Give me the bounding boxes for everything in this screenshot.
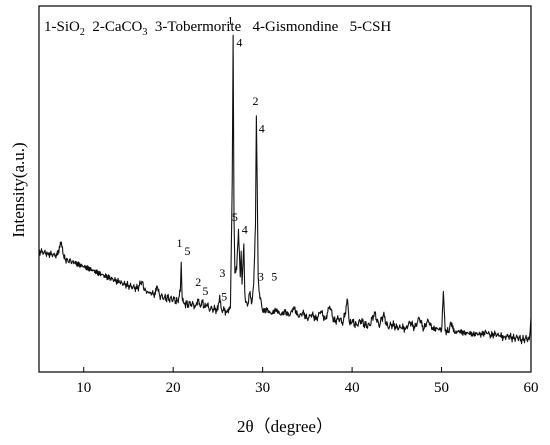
legend-text: 1-SiO2 2-CaCO3 3-Tobermorite 4-Gismondin…: [44, 19, 391, 38]
y-axis-title: Intensity(a.u.): [9, 142, 28, 237]
peak-label: 3: [219, 266, 225, 280]
series-group: [38, 34, 532, 345]
peak-label: 5: [232, 210, 238, 224]
peak-label: 1: [227, 13, 233, 27]
peak-label: 2: [252, 94, 258, 108]
peak-label: 5: [202, 284, 208, 298]
peak-label: 1: [176, 236, 182, 250]
peak-label: 2: [195, 275, 201, 289]
peak-label: 3: [258, 270, 264, 284]
series-line-0: [38, 34, 532, 345]
x-tick-label: 60: [524, 380, 539, 396]
peak-label: 4: [236, 35, 242, 49]
peak-label: 4: [259, 121, 265, 135]
peak-label: 5: [271, 270, 277, 284]
x-tick-label: 20: [166, 380, 181, 396]
x-tick-label: 10: [76, 380, 91, 396]
x-axis-title: 2θ（degree）: [237, 417, 333, 436]
x-axis: 10 20 30 40 50 60: [76, 367, 539, 396]
peak-label: 5: [221, 290, 227, 304]
x-tick-label: 50: [434, 380, 449, 396]
x-tick-label: 30: [255, 380, 270, 396]
peak-label: 5: [184, 244, 190, 258]
plot-frame: [38, 5, 532, 373]
peak-label: 4: [242, 223, 248, 237]
x-tick-label: 40: [345, 380, 360, 396]
